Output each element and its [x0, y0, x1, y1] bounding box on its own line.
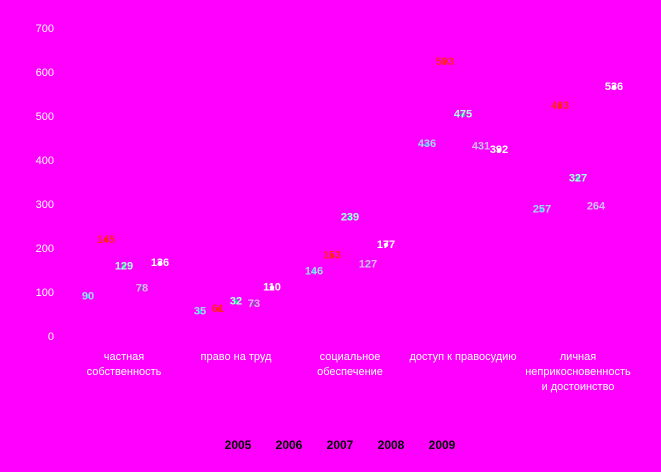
category-label: собственность: [87, 366, 162, 378]
category-label: личная: [560, 351, 596, 363]
data-point: [442, 59, 448, 65]
legend-entry: 2008: [378, 438, 405, 452]
data-label: 145: [97, 234, 115, 246]
data-point: [365, 262, 371, 267]
y-tick-label: 200: [36, 243, 54, 255]
data-label: 239: [341, 212, 359, 224]
y-tick-label: 500: [36, 111, 54, 123]
legend: 2005 2006 2007 2008 2009: [225, 438, 456, 452]
y-tick-label: 700: [36, 23, 54, 35]
data-point: [233, 299, 239, 304]
category-label: доступ к правосудию: [409, 351, 516, 363]
data-label: 61: [212, 303, 224, 315]
data-points: 90 35 146 436 257 145 61 153 593 493 129 32 239 475 32…: [82, 56, 623, 318]
data-label: 392: [490, 144, 508, 156]
data-label: 78: [136, 282, 148, 294]
legend-entry: 2005: [225, 438, 252, 452]
data-point: [460, 112, 466, 117]
data-label: 35: [194, 306, 206, 318]
data-point: [269, 285, 275, 290]
data-point: [575, 176, 581, 181]
data-point: [478, 144, 484, 149]
data-point: [139, 286, 145, 291]
data-point: [424, 141, 430, 147]
legend-entry: 2009: [429, 438, 456, 452]
data-point: [593, 204, 599, 209]
y-tick-label: 300: [36, 199, 54, 211]
legend-entry: 2007: [327, 438, 354, 452]
data-label: 536: [605, 81, 623, 93]
data-label: 73: [248, 298, 260, 310]
data-point: [251, 301, 257, 307]
y-tick-label: 400: [36, 155, 54, 167]
data-label: 264: [587, 201, 606, 213]
data-point: [311, 269, 317, 274]
data-point: [539, 207, 545, 212]
data-label: 493: [551, 100, 569, 112]
category-label: право на труд: [201, 351, 273, 363]
y-tick-label: 100: [36, 287, 54, 299]
data-point: [121, 264, 127, 269]
data-label: 593: [436, 56, 454, 68]
data-point: [329, 253, 335, 258]
data-label: 136: [151, 257, 169, 269]
data-label: 431: [472, 140, 490, 152]
x-axis: частная собственность право на труд социаль…: [87, 351, 631, 393]
data-point: [197, 309, 203, 314]
data-point: [103, 237, 109, 243]
data-point: [383, 242, 389, 248]
data-label: 436: [418, 138, 436, 150]
category-label: неприкосновенность: [525, 366, 631, 378]
category-label: социальное: [320, 351, 381, 363]
legend-entry: 2006: [276, 438, 303, 452]
data-label: 127: [359, 259, 377, 271]
category-label: частная: [104, 351, 145, 363]
category-label: и достоинство: [542, 381, 615, 393]
category-label: обеспечение: [317, 366, 383, 378]
data-label: 177: [377, 239, 395, 251]
data-label: 32: [230, 296, 242, 308]
data-label: 90: [82, 290, 94, 302]
data-label: 327: [569, 172, 587, 184]
data-point: [215, 306, 221, 312]
data-point: [347, 215, 353, 220]
data-label: 475: [454, 109, 472, 121]
data-point: [611, 84, 617, 90]
data-point: [157, 260, 163, 266]
y-tick-label: 0: [48, 331, 54, 343]
data-point: [85, 294, 91, 299]
data-label: 110: [263, 282, 281, 294]
y-axis: 0 100 200 300 400 500 600 700: [36, 23, 54, 343]
data-label: 153: [323, 249, 341, 261]
data-label: 129: [115, 260, 133, 272]
y-tick-label: 600: [36, 67, 54, 79]
data-point: [496, 148, 502, 153]
data-point: [557, 103, 563, 109]
data-label: 146: [305, 266, 323, 278]
data-label: 257: [533, 204, 551, 216]
